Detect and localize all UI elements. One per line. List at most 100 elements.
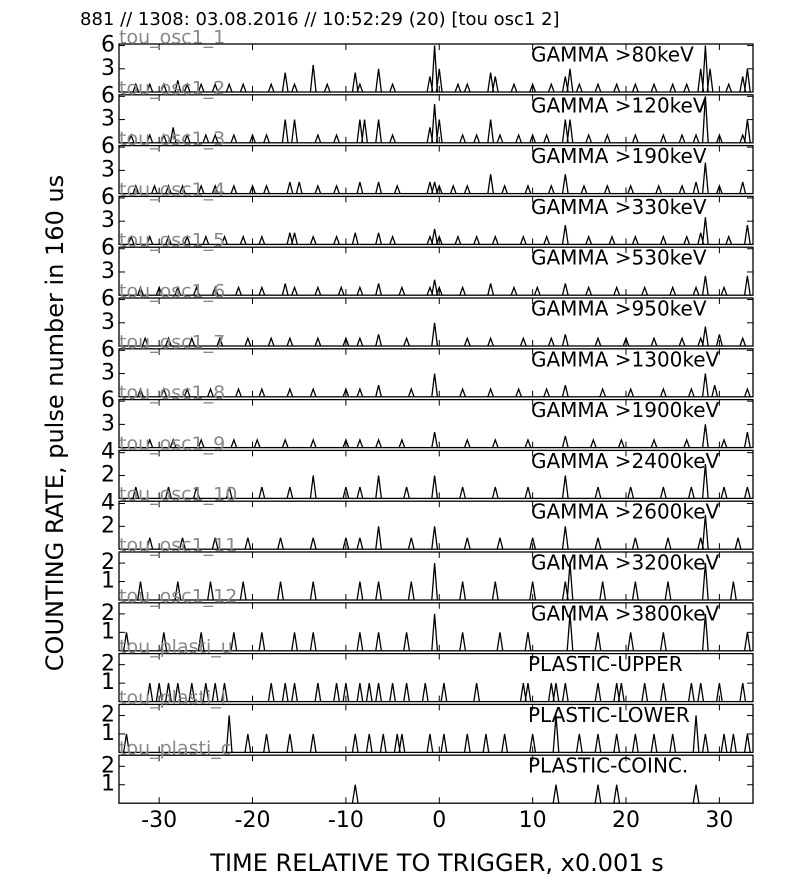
spike: [197, 437, 205, 448]
spike: [431, 475, 439, 499]
spike: [715, 183, 723, 194]
spike: [697, 683, 705, 702]
spike: [431, 563, 439, 601]
spike: [655, 183, 663, 194]
spike: [431, 322, 439, 347]
spike: [249, 133, 256, 144]
panel-annotation: GAMMA >190keV: [531, 144, 707, 168]
spike: [510, 82, 518, 93]
spike: [463, 733, 471, 753]
spike: [286, 232, 294, 245]
series-name: tou_osc1_8: [119, 382, 225, 404]
x-tick-label: -10: [328, 808, 364, 833]
spike: [165, 183, 172, 194]
spike: [664, 581, 672, 601]
spike: [375, 475, 383, 499]
spike: [594, 632, 602, 651]
spike: [291, 82, 298, 93]
spike: [286, 181, 294, 194]
spike: [561, 435, 569, 448]
spike: [687, 683, 695, 702]
y-tick-label: 6: [101, 236, 115, 261]
spike: [258, 486, 266, 499]
spike: [253, 437, 261, 448]
spike: [295, 181, 303, 194]
spike: [594, 733, 602, 753]
spike: [650, 82, 658, 93]
spike: [692, 133, 700, 144]
spike: [407, 581, 415, 601]
y-tick-label: 1: [101, 619, 115, 644]
spike: [309, 475, 317, 499]
y-tick-label: 6: [101, 33, 115, 58]
spike: [160, 632, 168, 651]
spike: [258, 387, 266, 398]
spike: [389, 234, 396, 245]
spike: [491, 581, 499, 601]
spike: [263, 733, 270, 753]
spike: [351, 733, 359, 753]
spike: [463, 537, 471, 550]
spike: [561, 224, 569, 245]
spike: [594, 486, 602, 499]
spike: [230, 632, 238, 651]
y-tick-label: 6: [101, 134, 115, 159]
spike: [725, 82, 733, 93]
spike: [561, 683, 569, 702]
y-tick-label: 6: [101, 287, 115, 312]
spike: [342, 336, 350, 347]
spike: [225, 82, 233, 93]
spike: [356, 336, 364, 347]
y-tick-label: 1: [101, 721, 115, 746]
spike: [720, 285, 728, 296]
spike: [631, 133, 639, 144]
spike: [379, 733, 387, 753]
spike: [683, 82, 691, 93]
y-tick-label: 6: [101, 185, 115, 210]
panel-annotation: GAMMA >80keV: [531, 43, 694, 67]
spike: [463, 183, 471, 194]
spike: [641, 683, 649, 702]
spike: [487, 72, 495, 93]
spike: [146, 437, 154, 448]
spike: [701, 563, 709, 601]
spike: [454, 82, 462, 93]
spike: [431, 526, 439, 550]
spike: [743, 432, 751, 448]
spike: [155, 285, 163, 296]
spike: [333, 133, 340, 144]
series-name: tou_osc1_2: [119, 77, 225, 99]
spike: [183, 387, 191, 398]
spike: [211, 683, 219, 702]
y-tick-label: 4: [101, 440, 115, 465]
spike: [524, 486, 532, 499]
spike: [561, 174, 569, 194]
spike: [207, 581, 214, 601]
spike: [375, 632, 383, 651]
spike: [375, 119, 383, 143]
spike: [692, 715, 700, 753]
y-tick-label: 3: [101, 411, 115, 436]
y-tick-label: 2: [101, 601, 115, 626]
x-tick-label: 20: [612, 808, 640, 833]
spike: [687, 486, 695, 499]
spike: [678, 133, 686, 144]
panel-frame: [118, 398, 754, 449]
spike: [263, 133, 270, 144]
spike: [239, 82, 247, 93]
panel-frame: [118, 754, 754, 804]
panel-frame: [118, 297, 754, 347]
spike: [524, 632, 532, 651]
spike: [356, 537, 364, 550]
spike: [375, 232, 383, 245]
spike: [286, 486, 294, 499]
spike: [519, 336, 527, 347]
spike: [491, 234, 499, 245]
spike: [701, 275, 709, 296]
spike: [491, 437, 499, 448]
spike: [141, 336, 149, 347]
spike: [743, 275, 751, 296]
spike: [529, 133, 537, 144]
spike: [309, 632, 317, 651]
spike: [519, 234, 527, 245]
